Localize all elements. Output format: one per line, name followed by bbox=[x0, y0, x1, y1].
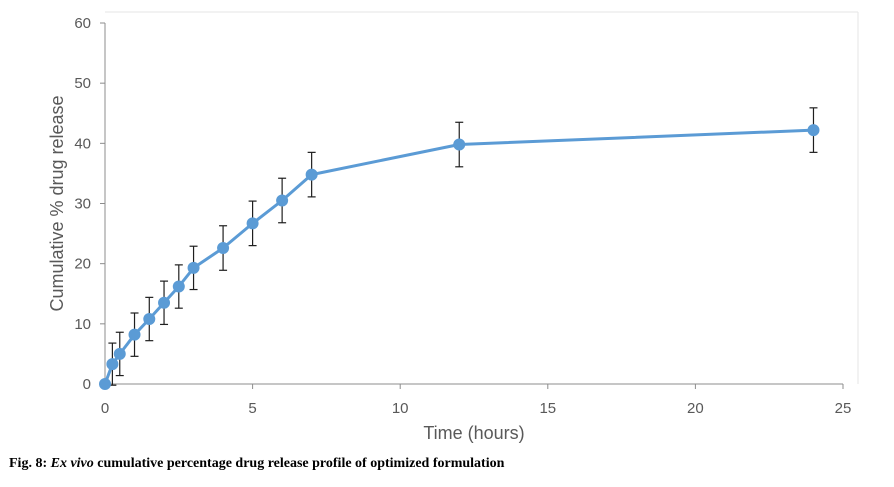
data-point bbox=[106, 358, 119, 371]
figure-caption: Fig. 8: Ex vivo cumulative percentage dr… bbox=[9, 456, 504, 472]
series-line bbox=[103, 128, 814, 385]
data-point bbox=[276, 194, 289, 207]
x-tick-label: 10 bbox=[392, 400, 409, 417]
caption-italic: Ex vivo bbox=[50, 456, 94, 471]
data-point bbox=[217, 242, 230, 255]
y-tick-label: 50 bbox=[74, 75, 91, 92]
data-point bbox=[305, 168, 318, 181]
data-point bbox=[807, 124, 820, 137]
data-point bbox=[143, 313, 156, 326]
data-point bbox=[158, 296, 171, 309]
y-tick-label: 0 bbox=[83, 376, 91, 393]
data-point bbox=[246, 217, 259, 230]
caption-text: cumulative percentage drug release profi… bbox=[97, 456, 505, 471]
data-point bbox=[113, 347, 126, 360]
data-point bbox=[453, 138, 466, 151]
caption-label: Fig. 8: bbox=[9, 456, 48, 471]
x-tick-label: 0 bbox=[101, 400, 109, 417]
data-point bbox=[172, 280, 185, 293]
x-tick-label: 5 bbox=[248, 400, 256, 417]
y-tick-label: 20 bbox=[74, 256, 91, 273]
data-point bbox=[99, 378, 111, 390]
data-point bbox=[187, 261, 200, 274]
x-tick-label: 25 bbox=[835, 400, 852, 417]
y-tick-label: 40 bbox=[74, 135, 91, 152]
y-tick-label: 30 bbox=[74, 196, 91, 213]
y-axis-title: Cumulative % drug release bbox=[47, 95, 67, 311]
y-tick-label: 10 bbox=[74, 316, 91, 333]
x-tick-label: 15 bbox=[539, 400, 556, 417]
x-axis-title: Time (hours) bbox=[423, 423, 524, 443]
y-tick-label: 60 bbox=[74, 15, 91, 32]
x-tick-label: 20 bbox=[687, 400, 704, 417]
data-point bbox=[128, 328, 141, 341]
